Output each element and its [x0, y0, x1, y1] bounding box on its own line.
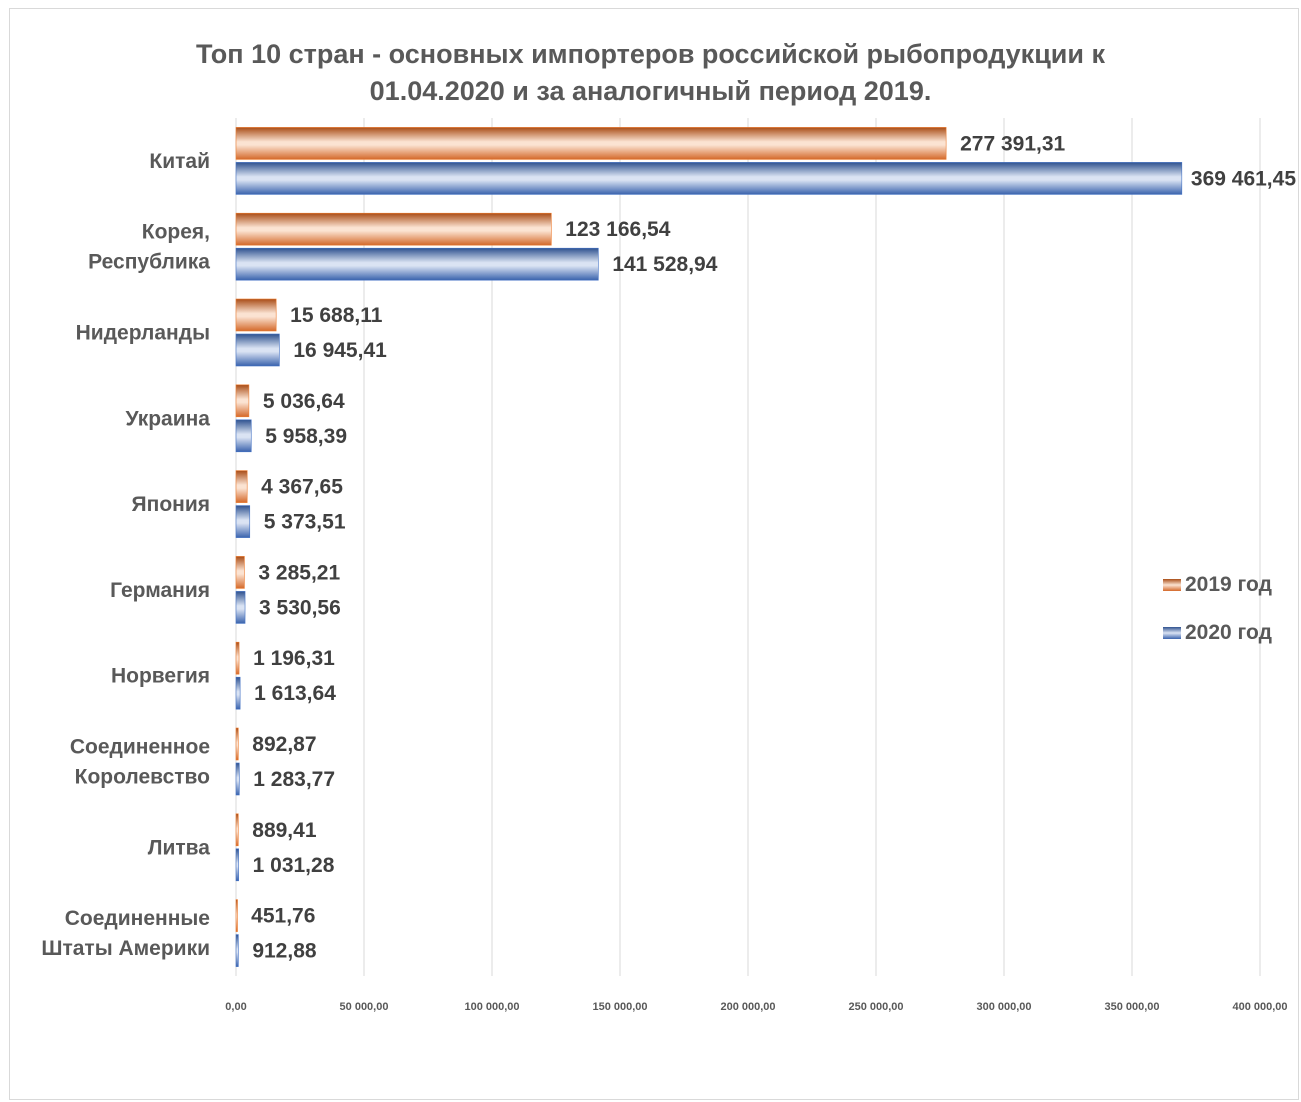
category-label: Китай	[149, 150, 210, 173]
bar-2020	[235, 162, 1183, 195]
legend-swatch-2019	[1163, 579, 1181, 591]
category-label: Республика	[88, 251, 210, 274]
data-label-2020: 369 461,45	[1191, 167, 1296, 190]
bar-2020	[235, 247, 599, 281]
legend-swatch-2020	[1163, 627, 1181, 639]
x-tick-label: 200 000,00	[720, 1001, 775, 1013]
bar-2019	[235, 556, 245, 589]
grid-layer	[235, 118, 1261, 976]
data-label-2019: 123 166,54	[565, 218, 670, 241]
category-label: Штаты Америки	[41, 937, 210, 960]
bar-2020	[235, 419, 252, 453]
category-label: Корея,	[142, 221, 210, 244]
category-label: Соединенные	[65, 907, 210, 930]
x-tick-label: 100 000,00	[464, 1001, 519, 1013]
x-tick-label: 300 000,00	[976, 1001, 1031, 1013]
data-label-2020: 16 945,41	[293, 339, 387, 362]
chart-title-line-1: Топ 10 стран - основных импортеров росси…	[195, 39, 1106, 69]
x-tick-label: 50 000,00	[340, 1001, 389, 1013]
data-label-2019: 889,41	[252, 819, 317, 842]
label-layer: 0,00 50 000,00 100 000,00 150 000,00 200 000…	[41, 132, 1296, 1013]
data-label-2020: 3 530,56	[259, 596, 341, 619]
x-tick-label: 400 000,00	[1232, 1001, 1287, 1013]
bar-2020	[235, 505, 251, 538]
legend: 2019 год 2020 год	[1163, 573, 1272, 669]
data-label-2019: 15 688,11	[290, 304, 383, 327]
bar-2019	[235, 813, 239, 847]
x-tick-label: 150 000,00	[592, 1001, 647, 1013]
bar-2019	[235, 899, 238, 932]
x-tick-label: 0,00	[225, 1001, 246, 1013]
category-label: Нидерланды	[76, 322, 210, 345]
category-label: Украина	[125, 407, 210, 430]
legend-label-2020: 2020 год	[1185, 621, 1272, 644]
bar-2020	[235, 676, 241, 710]
x-tick-label: 350 000,00	[1104, 1001, 1159, 1013]
legend-label-2019: 2019 год	[1185, 573, 1272, 596]
bar-2019	[235, 727, 239, 761]
data-label-2020: 1 283,77	[253, 768, 335, 791]
x-tick-label: 250 000,00	[848, 1001, 903, 1013]
category-label: Норвегия	[111, 665, 210, 688]
bar-2019	[235, 212, 552, 246]
data-label-2020: 1 613,64	[254, 682, 336, 705]
category-label: Германия	[110, 579, 210, 602]
bar-2019	[235, 470, 248, 503]
legend-item-2020: 2020 год	[1163, 621, 1272, 645]
bar-2020	[235, 934, 239, 967]
bar-2020	[235, 848, 239, 882]
bar-2019	[235, 127, 947, 160]
bar-2019	[235, 298, 277, 332]
data-label-2019: 5 036,64	[263, 390, 345, 413]
chart-title-line-2: 01.04.2020 и за аналогичный период 2019.	[369, 76, 932, 106]
chart-title: Топ 10 стран - основных импортеров росси…	[0, 36, 1301, 110]
data-label-2020: 5 958,39	[265, 425, 347, 448]
bar-2020	[235, 591, 246, 624]
category-label: Соединенное	[70, 736, 210, 759]
bar-2019	[235, 384, 250, 418]
data-label-2020: 5 373,51	[264, 511, 346, 534]
bar-2019	[235, 641, 240, 675]
data-label-2019: 277 391,31	[960, 132, 1065, 155]
legend-item-2019: 2019 год	[1163, 573, 1272, 597]
category-label: Литва	[148, 836, 211, 859]
data-label-2019: 892,87	[252, 733, 316, 756]
data-label-2020: 141 528,94	[612, 253, 717, 276]
bar-2020	[235, 333, 280, 367]
data-label-2020: 1 031,28	[253, 854, 335, 877]
bar-layer	[235, 127, 1183, 967]
data-label-2019: 4 367,65	[261, 476, 343, 499]
bar-2020	[235, 762, 240, 796]
data-label-2020: 912,88	[252, 940, 317, 963]
data-label-2019: 451,76	[251, 905, 315, 928]
category-label: Королевство	[75, 766, 210, 789]
category-label: Япония	[132, 493, 210, 516]
data-label-2019: 3 285,21	[258, 561, 340, 584]
data-label-2019: 1 196,31	[253, 647, 335, 670]
